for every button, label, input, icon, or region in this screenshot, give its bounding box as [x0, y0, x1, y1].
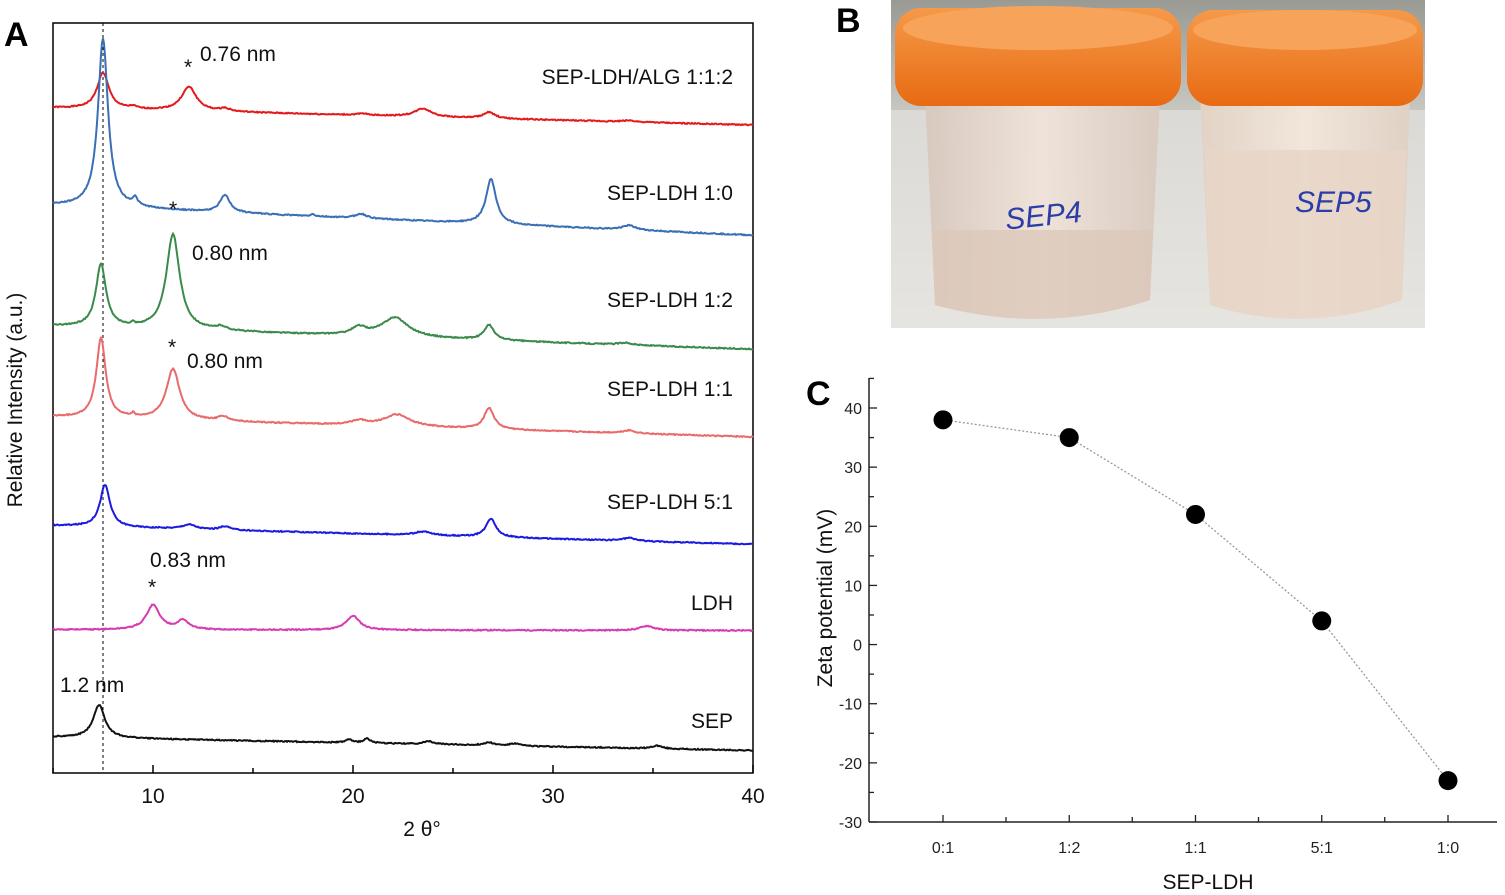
- x-tick-label: 40: [741, 785, 764, 808]
- xrd-trace: [52, 704, 754, 752]
- xrd-trace: [52, 38, 754, 237]
- x-tick-label: 0:1: [932, 840, 954, 857]
- trace-label: SEP-LDH/ALG 1:1:2: [542, 66, 733, 89]
- y-tick-label: 0: [853, 638, 862, 655]
- x-tick-label: 10: [141, 785, 164, 808]
- zeta-chart: C 40 30 20 10 0 -10 -20 -30 0:1 1:2 1:1 5:1 1:0 Zeta…: [806, 375, 1497, 894]
- panel-label-c: C: [806, 375, 831, 413]
- data-point-1-1: [1186, 504, 1205, 524]
- x-tick-label: 1:2: [1058, 840, 1080, 857]
- jar-sep5: SEP5: [1187, 10, 1423, 319]
- annotation-star: *: [169, 198, 177, 221]
- trace-label: LDH: [691, 592, 733, 615]
- xrd-plot-frame: [52, 22, 754, 774]
- jar-sep4: SEP4: [895, 6, 1181, 319]
- x-tick-label: 1:0: [1437, 840, 1459, 857]
- annotation-d-spacing: 0.80 nm: [192, 242, 268, 265]
- annotation-star: *: [184, 56, 192, 79]
- xrd-chart: A 10 20 30 40 SEP-LDH/ALG 1:1:2 SEP-LDH 1:0 S…: [4, 16, 765, 841]
- xrd-trace: [52, 335, 754, 439]
- xrd-trace: [52, 71, 754, 127]
- y-tick-label: 20: [844, 519, 862, 536]
- panel-label-a: A: [4, 16, 29, 54]
- y-tick-label: -20: [839, 756, 862, 773]
- trace-label: SEP-LDH 1:1: [607, 378, 733, 401]
- annotation-star: *: [168, 336, 176, 359]
- sample-photo: B SEP4 SEP5: [836, 0, 1425, 328]
- connector-line: [942, 419, 1449, 782]
- trace-label: SEP: [691, 710, 733, 733]
- annotation-d-spacing: 0.80 nm: [187, 350, 263, 373]
- zeta-y-axis-label: Zeta potential (mV): [814, 509, 837, 688]
- xrd-x-axis-label: 2 θ°: [403, 818, 441, 841]
- trace-label: SEP-LDH 1:2: [607, 289, 733, 312]
- data-point-1-0: [1438, 771, 1458, 791]
- data-point-1-2: [1059, 428, 1079, 448]
- y-tick-label: -10: [839, 697, 862, 714]
- y-tick-label: 40: [844, 401, 862, 418]
- handwritten-label: SEP4: [1004, 196, 1084, 237]
- annotation-d-spacing: 0.76 nm: [200, 43, 276, 66]
- x-tick-label: 1:1: [1184, 840, 1206, 857]
- trace-label: SEP-LDH 1:0: [607, 182, 733, 205]
- xrd-trace: [52, 603, 754, 633]
- handwritten-label: SEP5: [1295, 186, 1372, 219]
- xrd-y-axis-label: Relative Intensity (a.u.): [4, 293, 27, 508]
- panel-label-b: B: [836, 2, 861, 40]
- y-tick-label: 10: [844, 578, 862, 595]
- x-tick-label: 5:1: [1311, 840, 1333, 857]
- data-point-5-1: [1312, 611, 1332, 631]
- xrd-trace: [52, 483, 754, 546]
- trace-label: SEP-LDH 5:1: [607, 491, 733, 514]
- zeta-x-axis-label: SEP-LDH: [1162, 871, 1253, 894]
- data-point-0-1: [933, 410, 953, 430]
- y-tick-label: -30: [839, 815, 862, 832]
- y-tick-label: 30: [844, 460, 862, 477]
- annotation-star: *: [148, 576, 156, 599]
- x-tick-label: 30: [541, 785, 564, 808]
- xrd-trace: [52, 231, 754, 351]
- x-tick-label: 20: [341, 785, 364, 808]
- annotation-d-spacing: 0.83 nm: [150, 549, 226, 572]
- annotation-d-spacing: 1.2 nm: [60, 674, 124, 697]
